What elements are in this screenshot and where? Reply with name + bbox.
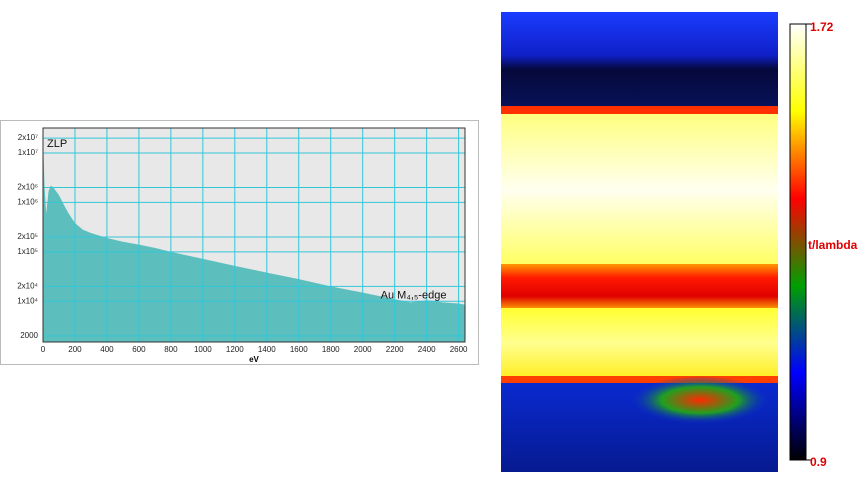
y-tick-label: 1x10⁷ [18,148,38,157]
x-tick-label: 1000 [194,345,212,354]
x-tick-label: 200 [68,345,82,354]
annotation: ZLP [47,138,67,150]
y-tick-label: 1x10⁵ [17,247,38,256]
spectrum-area [43,138,465,342]
x-tick-label: 2200 [386,345,404,354]
plot-border [42,127,466,343]
x-tick-label: 400 [100,345,114,354]
y-tick-label: 2x10⁵ [17,232,38,241]
x-tick-label: 1200 [226,345,244,354]
thickness-map [501,12,778,472]
colorbar-label: t/lambda [808,238,858,252]
x-tick-label: 2000 [354,345,372,354]
y-tick-label: 2x10⁷ [18,133,38,142]
x-axis-label: eV [249,355,259,364]
x-tick-label: 1800 [322,345,340,354]
annotation: Au M₄,₅-edge [381,290,447,302]
x-tick-label: 1400 [258,345,276,354]
x-tick-label: 2400 [418,345,436,354]
x-tick-label: 800 [164,345,178,354]
x-tick-label: 2600 [450,345,468,354]
y-tick-label: 2x10⁶ [17,183,38,192]
x-tick-label: 0 [41,345,46,354]
x-tick-label: 1600 [290,345,308,354]
y-tick-label: 1x10⁶ [17,198,38,207]
y-tick-label: 2x10⁴ [17,281,38,290]
colorbar-tick-label: 1.72 [810,20,834,34]
y-tick-label: 2000 [20,331,38,340]
colorbar-tick-label: 0.9 [810,455,827,469]
colorbar [789,23,807,461]
y-tick-label: 1x10⁴ [17,296,38,305]
x-tick-label: 600 [132,345,146,354]
